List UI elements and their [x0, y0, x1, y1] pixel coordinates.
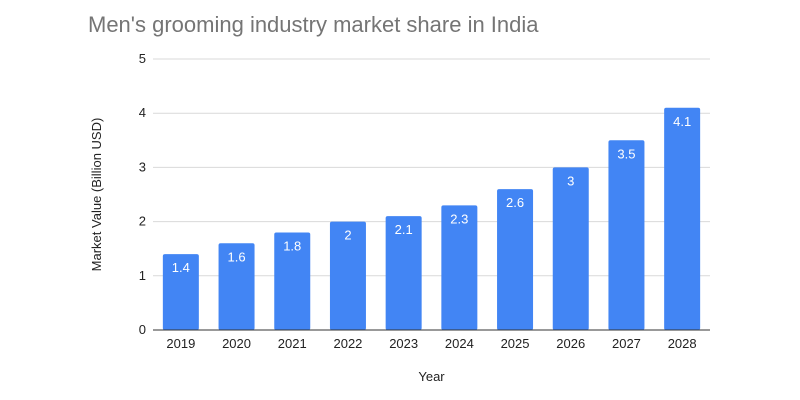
- x-tick-label: 2019: [166, 336, 195, 351]
- data-label: 1.8: [283, 238, 301, 253]
- chart-title: Men's grooming industry market share in …: [88, 12, 539, 37]
- x-tick-label: 2028: [668, 336, 697, 351]
- y-axis-title: Market Value (Billion USD): [89, 118, 104, 272]
- data-label: 2.3: [450, 211, 468, 226]
- x-tick-label: 2025: [501, 336, 530, 351]
- x-tick-label: 2024: [445, 336, 474, 351]
- x-tick-label: 2021: [278, 336, 307, 351]
- x-tick-label: 2026: [556, 336, 585, 351]
- bar: [552, 167, 589, 330]
- data-label: 2: [344, 228, 351, 243]
- bar: [608, 140, 645, 330]
- bar: [497, 189, 534, 330]
- y-tick-label: 3: [139, 159, 146, 174]
- bar: [441, 205, 478, 330]
- data-label: 2.6: [506, 195, 524, 210]
- y-tick-label: 1: [139, 268, 146, 283]
- bar: [162, 254, 199, 330]
- data-labels: 1.4 1.6 1.8 2 2.1 2.3 2.6 3 3.5 4.1: [172, 114, 691, 275]
- bar: [664, 107, 701, 330]
- x-tick-label: 2022: [333, 336, 362, 351]
- y-tick-label: 5: [139, 51, 146, 66]
- bar: [385, 216, 422, 330]
- bar: [218, 243, 255, 330]
- x-axis-title: Year: [418, 369, 445, 384]
- bar: [274, 232, 311, 330]
- data-label: 1.6: [228, 249, 246, 264]
- bars: [162, 107, 701, 330]
- data-label: 3: [567, 173, 574, 188]
- data-label: 2.1: [395, 222, 413, 237]
- x-tick-label: 2023: [389, 336, 418, 351]
- data-label: 1.4: [172, 260, 190, 275]
- data-label: 4.1: [673, 114, 691, 129]
- bar: [329, 221, 366, 330]
- x-tick-label: 2027: [612, 336, 641, 351]
- data-label: 3.5: [617, 146, 635, 161]
- y-tick-label: 0: [139, 322, 146, 337]
- x-axis-ticks: 2019 2020 2021 2022 2023 2024 2025 2026 2027 2028: [166, 336, 696, 351]
- y-tick-label: 2: [139, 214, 146, 229]
- y-tick-label: 4: [139, 105, 146, 120]
- x-tick-label: 2020: [222, 336, 251, 351]
- y-axis-ticks: 0 1 2 3 4 5: [139, 51, 146, 337]
